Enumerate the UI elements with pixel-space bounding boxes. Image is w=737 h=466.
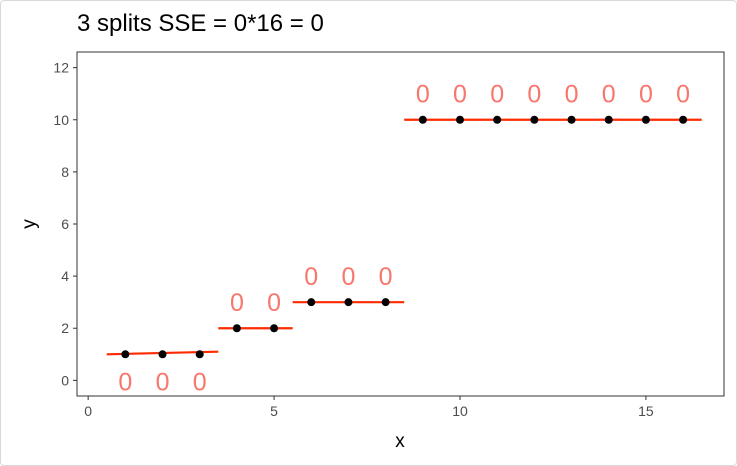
data-point <box>530 115 539 124</box>
data-point <box>270 324 279 333</box>
x-axis-title: x <box>395 431 405 452</box>
residual-label: 0 <box>156 369 170 397</box>
residual-label: 0 <box>193 369 207 397</box>
data-point <box>195 350 204 359</box>
residual-label: 0 <box>379 263 393 291</box>
residual-label: 0 <box>267 289 281 317</box>
data-point <box>344 298 353 307</box>
residual-label: 0 <box>304 263 318 291</box>
residual-label: 0 <box>565 81 579 109</box>
data-point <box>604 115 613 124</box>
residual-label: 0 <box>416 81 430 109</box>
y-tick-label: 2 <box>61 320 69 336</box>
data-point <box>381 298 390 307</box>
y-tick-label: 6 <box>61 216 69 232</box>
data-point <box>641 115 650 124</box>
residual-label: 0 <box>490 81 504 109</box>
y-tick-label: 0 <box>61 372 69 388</box>
data-point <box>232 324 241 333</box>
data-point <box>418 115 427 124</box>
data-point <box>158 350 167 359</box>
data-point <box>493 115 502 124</box>
data-point <box>679 115 688 124</box>
residual-label: 0 <box>639 81 653 109</box>
data-point <box>567 115 576 124</box>
chart-title: 3 splits SSE = 0*16 = 0 <box>77 10 324 37</box>
y-axis-title: y <box>19 219 40 229</box>
y-tick-label: 10 <box>53 112 69 128</box>
x-tick-label: 10 <box>452 403 468 419</box>
data-point <box>121 350 130 359</box>
x-tick-label: 5 <box>270 403 278 419</box>
data-point <box>307 298 316 307</box>
x-tick-label: 0 <box>84 403 92 419</box>
residual-label: 0 <box>118 369 132 397</box>
residual-label: 0 <box>341 263 355 291</box>
residual-label: 0 <box>602 81 616 109</box>
plot-panel <box>76 51 725 397</box>
y-tick-label: 8 <box>61 164 69 180</box>
residual-label: 0 <box>527 81 541 109</box>
data-point <box>455 115 464 124</box>
y-tick-label: 12 <box>53 60 69 76</box>
residual-label: 0 <box>676 81 690 109</box>
residual-label: 0 <box>230 289 244 317</box>
residual-label: 0 <box>453 81 467 109</box>
y-tick-label: 4 <box>61 268 69 284</box>
x-tick-label: 15 <box>638 403 654 419</box>
